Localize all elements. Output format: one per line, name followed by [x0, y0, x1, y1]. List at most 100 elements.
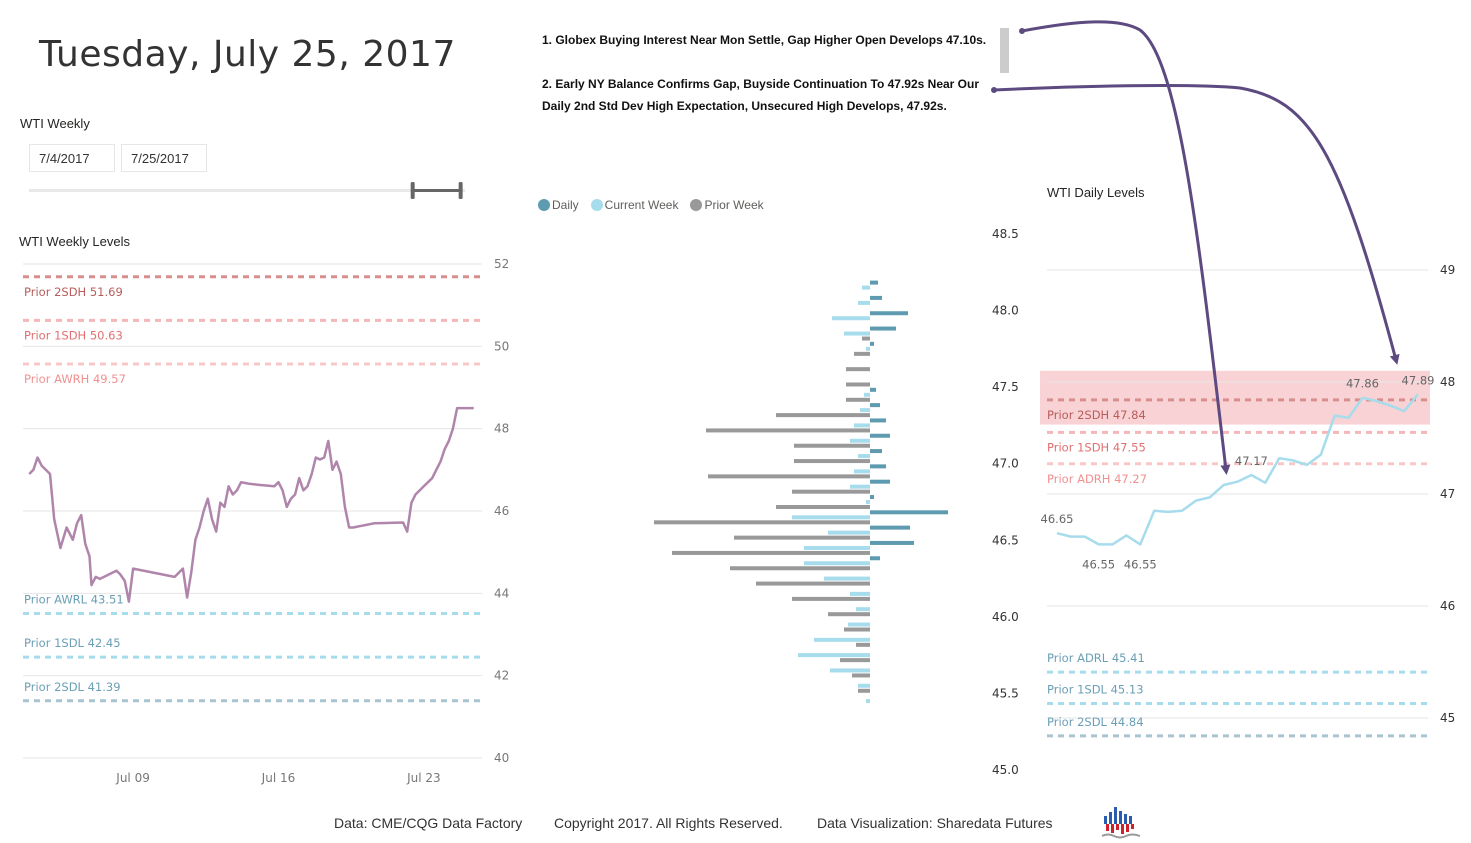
profile-bar-daily	[870, 326, 896, 331]
profile-bar-current-week	[792, 515, 870, 520]
level-label: Prior 1SDL 42.45	[24, 636, 121, 650]
profile-bar-daily	[870, 387, 876, 392]
data-label: 47.17	[1235, 454, 1268, 468]
profile-bar-current-week	[854, 469, 870, 474]
y-tick-label: 47.5	[992, 380, 1019, 394]
y-tick-label: 46.5	[992, 533, 1019, 547]
y-tick-label: 44	[494, 586, 509, 600]
slicer-title: WTI Weekly	[20, 116, 90, 131]
profile-bar-prior-week	[858, 688, 870, 693]
profile-bar-prior-week	[856, 642, 870, 647]
slider-start-handle[interactable]	[410, 182, 415, 199]
weekly-price-line	[28, 406, 474, 603]
level-label: Prior 1SDH 50.63	[24, 328, 123, 342]
legend-dot-prior-week	[690, 199, 703, 211]
profile-bar-current-week	[832, 316, 870, 321]
profile-bar-daily	[870, 341, 874, 346]
y-tick-label: 42	[494, 669, 509, 683]
profile-bar-current-week	[844, 331, 870, 336]
profile-bar-daily	[870, 495, 874, 499]
profile-bar-prior-week	[734, 535, 870, 540]
profile-bar-prior-week	[794, 443, 870, 448]
y-tick-label: 50	[494, 339, 509, 353]
slider-selected-range	[412, 189, 461, 192]
footer-visualization: Data Visualization: Sharedata Futures	[817, 815, 1053, 831]
legend-item-daily[interactable]: Daily	[538, 198, 579, 212]
legend-label-current-week: Current Week	[604, 198, 679, 212]
profile-bar-daily	[870, 418, 886, 423]
daily-levels-chart: 45 46 47 48 49 Prior 2SDH 47.84 Prior 1SDH 47.…	[1040, 263, 1455, 738]
date-range-slider[interactable]	[25, 178, 475, 202]
data-label: 47.89	[1402, 373, 1435, 387]
profile-bar-daily	[870, 449, 882, 454]
profile-bar-daily	[870, 525, 910, 530]
y-tick-label: 45.0	[992, 763, 1019, 777]
y-tick-label: 46	[1440, 599, 1455, 613]
profile-bar-prior-week	[776, 413, 870, 418]
weekly-levels-chart: 40 42 44 46 48 50 52 Jul 09 Jul 16 Jul 23 Prior 2S…	[23, 257, 509, 785]
profile-bar-prior-week	[846, 397, 870, 402]
profile-bar-prior-week	[862, 336, 870, 341]
profile-bar-prior-week	[852, 673, 870, 678]
level-label: Prior 2SDL 44.84	[1047, 715, 1144, 729]
legend-label-daily: Daily	[552, 198, 579, 212]
legend-item-current-week[interactable]: Current Week	[590, 198, 679, 212]
note-2-line-2: Daily 2nd Std Dev High Expectation, Unse…	[542, 99, 947, 113]
profile-bar-current-week	[828, 530, 870, 535]
profile-bar-prior-week	[672, 550, 870, 555]
profile-bar-daily	[870, 295, 882, 300]
page-title: Tuesday, July 25, 2017	[39, 34, 456, 75]
arrow-1-start-dot	[1019, 28, 1025, 34]
level-label: Prior 2SDL 41.39	[24, 680, 121, 694]
legend-dot-current-week	[590, 199, 603, 211]
profile-bar-current-week	[856, 607, 870, 612]
profile-bar-current-week	[858, 300, 870, 305]
profile-legend: Daily Current Week Prior Week	[538, 198, 774, 212]
end-date-input[interactable]: 7/25/2017	[121, 144, 207, 172]
x-tick-label: Jul 23	[406, 771, 441, 785]
level-label: Prior 1SDL 45.13	[1047, 682, 1144, 696]
profile-bar-prior-week	[840, 658, 870, 663]
profile-bar-daily	[870, 280, 878, 285]
slider-track	[29, 189, 465, 192]
daily-price-line	[1056, 393, 1419, 546]
level-label: Prior ADRH 47.27	[1047, 472, 1147, 486]
profile-bar-prior-week	[844, 627, 870, 632]
profile-bar-current-week	[848, 622, 870, 627]
level-label: Prior ADRL 45.41	[1047, 651, 1145, 665]
legend-dot-daily	[538, 199, 550, 211]
profile-bar-daily	[870, 464, 886, 469]
data-label: 46.55	[1082, 557, 1115, 571]
y-tick-label: 46	[494, 504, 509, 518]
legend-item-prior-week[interactable]: Prior Week	[690, 198, 764, 212]
y-tick-label: 52	[494, 257, 509, 271]
profile-bar-current-week	[850, 484, 870, 489]
note-2-line-1: 2. Early NY Balance Confirms Gap, Buysid…	[542, 77, 980, 91]
y-tick-label: 45.5	[992, 686, 1019, 700]
footer-data-source: Data: CME/CQG Data Factory	[334, 815, 523, 831]
level-label: Prior AWRH 49.57	[24, 372, 126, 386]
start-date-input[interactable]: 7/4/2017	[29, 144, 115, 172]
profile-bar-current-week	[866, 346, 870, 351]
profile-bar-prior-week	[792, 596, 870, 601]
arrow-2-start-dot	[991, 87, 997, 93]
profile-bar-prior-week	[794, 459, 870, 464]
profile-bar-current-week	[862, 285, 870, 290]
y-tick-label: 47.0	[992, 457, 1019, 471]
profile-bar-current-week	[850, 438, 870, 443]
weekly-chart-title: WTI Weekly Levels	[19, 234, 131, 249]
profile-bar-daily	[870, 403, 880, 408]
data-label: 46.65	[1041, 512, 1074, 526]
slider-end-handle[interactable]	[458, 182, 463, 199]
profile-bar-prior-week	[846, 367, 870, 372]
daily-chart-title: WTI Daily Levels	[1047, 185, 1145, 200]
y-tick-label: 45	[1440, 711, 1455, 725]
level-label: Prior 2SDH 47.84	[1047, 408, 1146, 422]
x-tick-label: Jul 09	[115, 771, 150, 785]
level-label: Prior AWRL 43.51	[24, 593, 124, 607]
level-label: Prior 1SDH 47.55	[1047, 440, 1146, 454]
profile-bar-prior-week	[706, 428, 870, 433]
y-tick-label: 48	[494, 422, 509, 436]
profile-bar-daily	[870, 479, 890, 484]
profile-bar-current-week	[858, 454, 870, 459]
